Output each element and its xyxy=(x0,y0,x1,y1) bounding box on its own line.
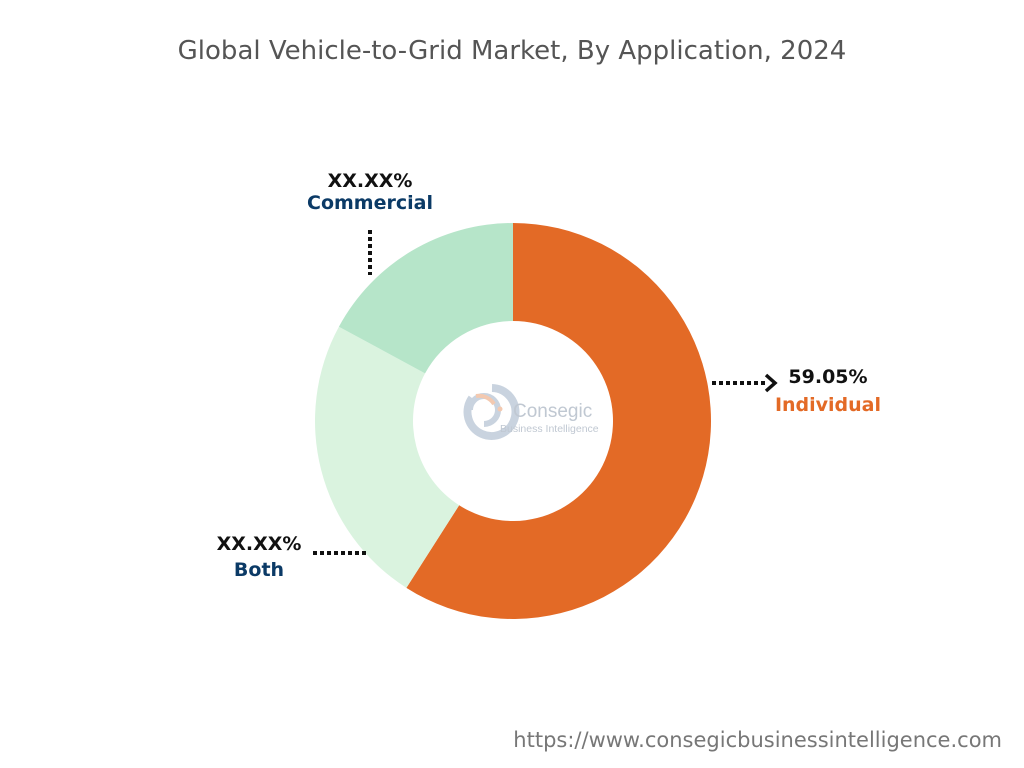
chart-title: Global Vehicle-to-Grid Market, By Applic… xyxy=(177,36,847,66)
slice-commercial xyxy=(338,223,513,374)
label-individual: 59.05% Individual xyxy=(770,366,886,416)
footer-url: https://www.consegicbusinessintelligence… xyxy=(513,728,1002,752)
name-commercial: Commercial xyxy=(307,192,433,214)
slice-individual xyxy=(406,222,712,619)
name-both: Both xyxy=(233,559,285,581)
name-individual: Individual xyxy=(774,394,882,416)
svg-text:Business Intelligence: Business Intelligence xyxy=(500,423,599,435)
arrow-icon xyxy=(764,373,778,393)
svg-text:Consegic: Consegic xyxy=(513,401,592,422)
label-both: XX.XX% Both xyxy=(200,533,318,581)
pct-individual: 59.05% xyxy=(788,366,868,388)
slice-both xyxy=(315,326,460,588)
leader-lines xyxy=(313,230,778,555)
logo: Consegic Business Intelligence xyxy=(463,384,599,440)
pct-commercial: XX.XX% xyxy=(327,170,413,192)
pct-both: XX.XX% xyxy=(216,533,302,555)
label-commercial: XX.XX% Commercial xyxy=(300,170,440,214)
